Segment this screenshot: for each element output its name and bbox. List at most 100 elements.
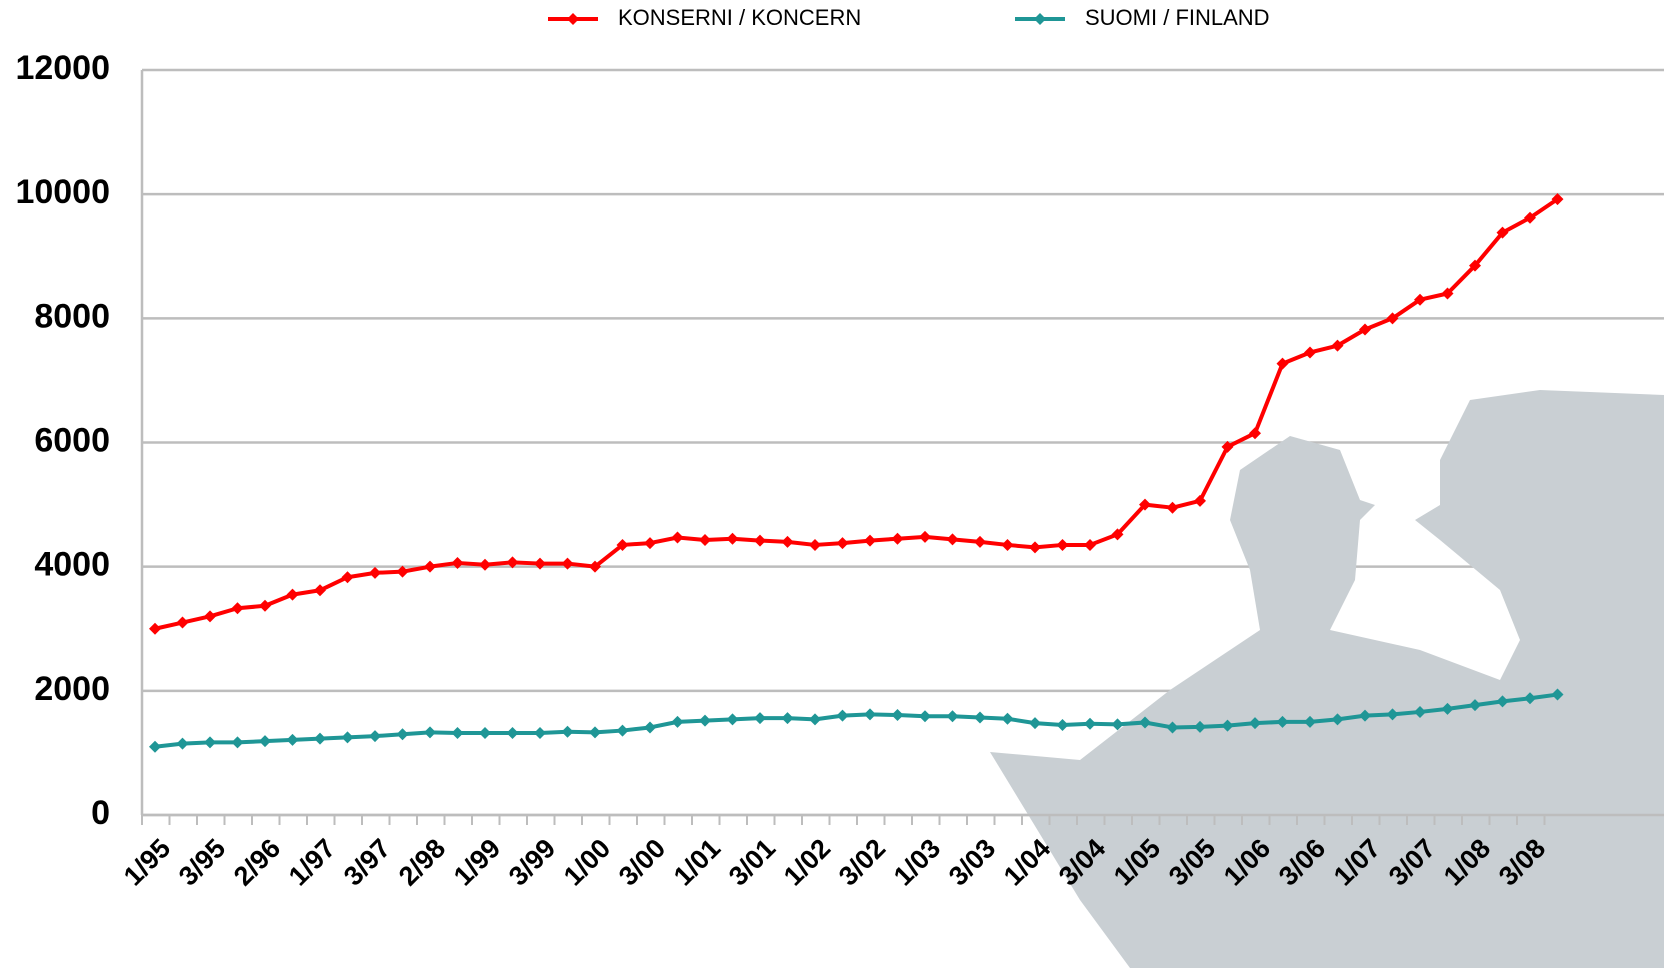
marker bbox=[396, 728, 409, 741]
marker bbox=[176, 737, 189, 750]
marker bbox=[1001, 712, 1014, 725]
x-tick-label: 3/97 bbox=[338, 833, 396, 891]
marker bbox=[1111, 718, 1124, 731]
marker bbox=[1496, 695, 1509, 708]
marker bbox=[176, 616, 189, 629]
marker bbox=[1221, 440, 1234, 453]
marker bbox=[341, 571, 354, 584]
marker bbox=[1331, 339, 1344, 352]
marker bbox=[726, 532, 739, 545]
marker bbox=[1386, 708, 1399, 721]
marker bbox=[1249, 717, 1261, 730]
marker bbox=[891, 709, 904, 722]
marker bbox=[781, 712, 794, 725]
marker bbox=[231, 736, 244, 749]
marker bbox=[424, 560, 436, 573]
marker bbox=[1441, 702, 1454, 715]
marker bbox=[1084, 717, 1096, 730]
marker bbox=[451, 727, 464, 740]
marker bbox=[891, 532, 904, 545]
marker bbox=[1359, 323, 1371, 336]
legend-label: SUOMI / FINLAND bbox=[1085, 5, 1270, 30]
marker bbox=[754, 712, 766, 725]
marker bbox=[809, 538, 821, 551]
marker bbox=[699, 714, 711, 727]
marker bbox=[231, 602, 244, 615]
marker bbox=[836, 709, 849, 722]
marker bbox=[1469, 699, 1481, 712]
marker bbox=[946, 533, 959, 546]
marker bbox=[1551, 688, 1564, 701]
series-line bbox=[154, 197, 1559, 631]
marker bbox=[726, 713, 739, 726]
silhouette bbox=[990, 390, 1664, 968]
x-tick-label: 2/98 bbox=[393, 833, 451, 891]
marker bbox=[149, 740, 161, 753]
marker bbox=[616, 724, 629, 737]
marker bbox=[286, 733, 299, 746]
marker bbox=[506, 727, 519, 740]
marker bbox=[1139, 716, 1151, 729]
marker bbox=[1166, 501, 1179, 514]
legend-marker bbox=[567, 13, 579, 25]
marker bbox=[561, 725, 574, 738]
marker bbox=[451, 556, 464, 569]
legend-label: KONSERNI / KONCERN bbox=[618, 5, 861, 30]
x-tick-label: 1/03 bbox=[888, 833, 946, 891]
marker bbox=[1276, 357, 1289, 370]
marker bbox=[754, 534, 766, 547]
marker bbox=[479, 727, 491, 740]
marker bbox=[589, 560, 601, 573]
y-tick-label: 2000 bbox=[34, 670, 110, 708]
marker bbox=[671, 531, 684, 544]
marker bbox=[1331, 713, 1344, 726]
marker bbox=[974, 711, 986, 724]
y-tick-label: 0 bbox=[91, 794, 110, 832]
marker bbox=[369, 730, 381, 743]
marker bbox=[341, 731, 354, 744]
y-tick-label: 12000 bbox=[15, 49, 110, 87]
x-tick-label: 1/02 bbox=[778, 833, 836, 891]
marker bbox=[1194, 494, 1206, 507]
marker bbox=[864, 534, 876, 547]
marker bbox=[616, 538, 629, 551]
marker bbox=[1524, 692, 1536, 705]
legend-marker bbox=[1034, 13, 1046, 25]
marker bbox=[1029, 541, 1041, 554]
marker bbox=[534, 557, 546, 570]
marker bbox=[671, 715, 684, 728]
marker bbox=[1304, 715, 1316, 728]
marker bbox=[1359, 709, 1371, 722]
marker bbox=[644, 537, 656, 550]
marker bbox=[259, 599, 271, 612]
marker bbox=[1524, 211, 1536, 224]
marker bbox=[1194, 720, 1206, 733]
marker bbox=[396, 565, 409, 578]
marker bbox=[1441, 287, 1454, 300]
marker bbox=[864, 708, 876, 721]
y-tick-label: 8000 bbox=[34, 297, 110, 335]
marker bbox=[204, 610, 216, 623]
marker bbox=[589, 726, 601, 739]
marker bbox=[534, 727, 546, 740]
marker bbox=[1276, 715, 1289, 728]
marker bbox=[259, 735, 271, 748]
marker bbox=[1414, 705, 1426, 718]
x-tick-label: 3/00 bbox=[613, 833, 671, 891]
marker bbox=[1001, 538, 1014, 551]
marker bbox=[836, 537, 849, 550]
marker bbox=[286, 588, 299, 601]
y-tick-label: 10000 bbox=[15, 173, 110, 211]
marker bbox=[974, 535, 986, 548]
x-tick-label: 1/01 bbox=[668, 833, 726, 891]
x-tick-label: 3/01 bbox=[723, 833, 781, 891]
marker bbox=[1496, 226, 1509, 239]
marker bbox=[314, 732, 326, 745]
series-line bbox=[154, 692, 1558, 749]
marker bbox=[919, 530, 931, 543]
marker bbox=[204, 736, 216, 749]
marker bbox=[1166, 721, 1179, 734]
marker bbox=[1304, 346, 1316, 359]
y-tick-label: 6000 bbox=[34, 421, 110, 459]
